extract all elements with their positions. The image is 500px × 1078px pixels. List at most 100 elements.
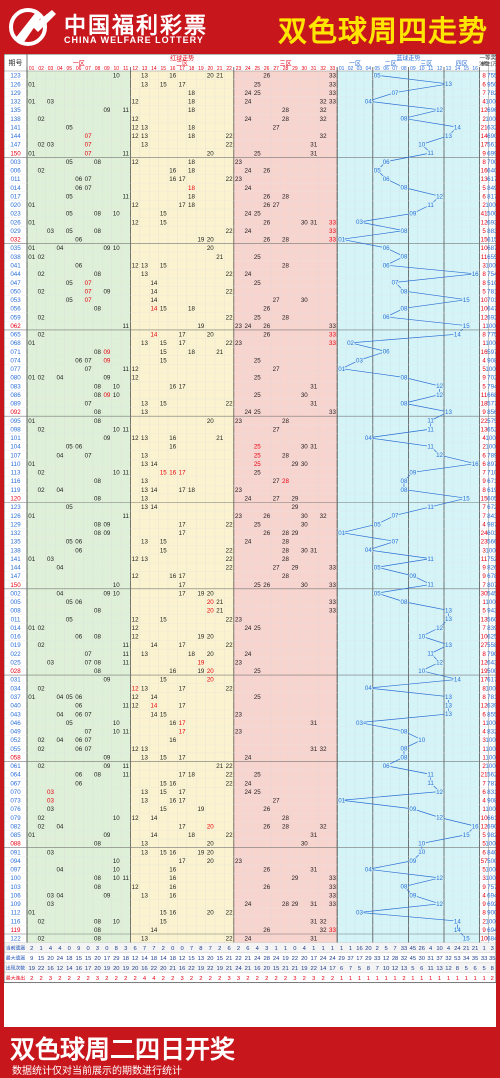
period-cell: 083 [10, 383, 21, 390]
red-ball: 13 [141, 81, 148, 88]
stats-row-label: 当前遗漏 [6, 945, 25, 952]
red-ball: 08 [94, 875, 101, 882]
prize-amount-cell: 701 [487, 297, 496, 304]
red-ball: 08 [94, 211, 101, 218]
red-ball: 25 [254, 789, 261, 796]
red-ball: 25 [254, 694, 261, 701]
red-ball: 06 [75, 539, 82, 546]
stats-value: 4 [152, 976, 156, 982]
stats-value: 6 [420, 966, 423, 972]
prize-count-cell: 7 [482, 90, 486, 97]
stats-value: 1 [482, 976, 485, 982]
prize-count-cell: 27 [481, 642, 488, 649]
stats-value: 16 [356, 946, 362, 952]
prize-count-cell: 23 [481, 539, 488, 546]
stats-value: 2 [86, 976, 89, 982]
red-ball: 12 [132, 435, 139, 442]
red-ball: 09 [103, 763, 110, 770]
blue-ball: 05 [374, 73, 381, 80]
red-ball: 15 [160, 711, 167, 718]
red-ball: 06 [75, 262, 82, 269]
blue-number-header: 03 [357, 66, 363, 72]
red-ball: 12 [132, 116, 139, 123]
blue-zone-label: 四区 [456, 61, 468, 68]
stats-value: 20 [263, 966, 269, 972]
red-ball: 27 [273, 202, 280, 209]
stats-value: 15 [75, 956, 81, 962]
blue-ball: 09 [409, 806, 416, 813]
red-ball: 28 [282, 262, 289, 269]
red-ball: 04 [56, 737, 63, 744]
red-ball: 10 [113, 867, 120, 874]
red-trend-title: 红球走势 [170, 55, 194, 63]
blue-ball: 13 [445, 711, 452, 718]
period-cell: 085 [10, 832, 21, 839]
red-ball: 17 [179, 754, 186, 761]
red-ball: 07 [85, 133, 92, 140]
blue-number-header: 16 [472, 66, 478, 72]
prize-amount-cell: 856 [487, 409, 496, 416]
red-ball: 24 [244, 211, 251, 218]
blue-ball: 12 [436, 392, 443, 399]
red-ball: 22 [226, 772, 233, 779]
red-ball: 23 [235, 418, 242, 425]
red-ball: 26 [263, 219, 270, 226]
red-ball: 08 [94, 271, 101, 278]
red-ball: 01 [28, 910, 35, 917]
period-cell: 059 [10, 314, 21, 321]
red-ball: 17 [179, 487, 186, 494]
period-cell: 112 [11, 910, 21, 917]
blue-trend-title: 蓝球走势 [396, 55, 420, 63]
red-ball: 08 [94, 884, 101, 891]
red-ball: 12 [132, 375, 139, 382]
red-number-header: 03 [48, 66, 54, 72]
red-ball: 17 [179, 729, 186, 736]
red-ball: 13 [141, 556, 148, 563]
period-cell: 101 [10, 435, 21, 442]
red-zone-label: 二区 [176, 61, 188, 68]
red-ball: 05 [66, 124, 73, 131]
red-ball: 09 [103, 754, 110, 761]
stats-value: 2 [237, 946, 240, 952]
red-ball: 20 [207, 849, 214, 856]
red-ball: 26 [263, 193, 270, 200]
stats-value: 1 [274, 946, 277, 952]
red-ball: 08 [94, 530, 101, 537]
period-cell: 138 [10, 547, 21, 554]
stats-value: 19 [104, 966, 110, 972]
red-ball: 25 [254, 452, 261, 459]
red-ball: 12 [132, 694, 139, 701]
red-ball: 14 [150, 504, 157, 511]
red-number-header: 14 [151, 66, 157, 72]
red-ball: 11 [122, 366, 129, 373]
prize-count-cell: 8 [482, 910, 486, 917]
prize-amount-cell: 678 [487, 573, 496, 580]
prize-amount-cell: 831 [487, 789, 496, 796]
blue-ball: 10 [418, 849, 425, 856]
prize-count-cell: 9 [482, 150, 486, 157]
blue-ball: 08 [401, 185, 408, 192]
period-cell: 031 [10, 677, 21, 684]
red-ball: 14 [150, 306, 157, 313]
stats-value: 2 [171, 976, 174, 982]
stats-value: 20 [132, 966, 138, 972]
stats-value: 2 [303, 976, 306, 982]
blue-ball: 11 [427, 556, 434, 563]
red-ball: 23 [235, 487, 242, 494]
period-cell: 017 [10, 193, 21, 200]
stats-value: 3 [49, 976, 52, 982]
prize-amount-cell: 694 [487, 892, 496, 899]
stats-value: 8 [367, 966, 370, 972]
prize-count-cell: 3 [482, 737, 486, 744]
stats-value: 4 [429, 946, 433, 952]
red-ball: 12 [132, 746, 139, 753]
prize-amount-cell: 755 [487, 73, 496, 80]
red-ball: 16 [169, 573, 176, 580]
red-ball: 32 [320, 513, 327, 520]
blue-ball: 10 [418, 668, 425, 675]
